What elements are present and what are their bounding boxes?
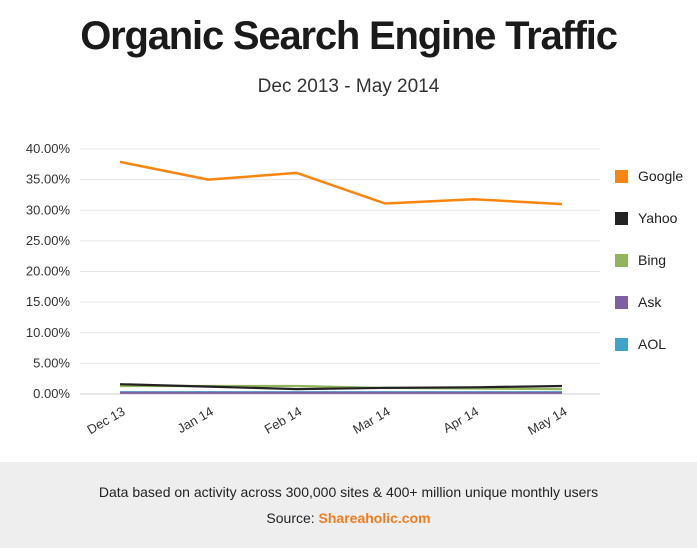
legend-swatch-yahoo <box>615 212 628 225</box>
legend: Google Yahoo Bing Ask AOL <box>615 168 683 352</box>
y-axis: 0.00% 5.00% 10.00% 15.00% 20.00% 25.00% 30.00%… <box>26 141 71 401</box>
series-line-yahoo <box>119 383 563 391</box>
series-line-google <box>119 160 563 206</box>
legend-swatch-ask <box>615 296 628 309</box>
legend-label-ask: Ask <box>638 294 662 310</box>
footer: Data based on activity across 300,000 si… <box>0 462 697 548</box>
y-tick-label: 35.00% <box>26 172 71 187</box>
source-link[interactable]: Shareaholic.com <box>318 510 431 526</box>
x-tick-label: Dec 13 <box>84 404 127 438</box>
legend-swatch-aol <box>615 338 628 351</box>
y-tick-label: 30.00% <box>26 202 71 217</box>
legend-label-aol: AOL <box>638 336 666 352</box>
chart-title: Organic Search Engine Traffic <box>80 14 618 58</box>
legend-swatch-google <box>615 170 628 183</box>
y-tick-label: 10.00% <box>26 325 71 340</box>
line-chart: 0.00% 5.00% 10.00% 15.00% 20.00% 25.00% 30.00%… <box>26 141 683 438</box>
x-tick-label: Mar 14 <box>350 404 393 437</box>
legend-label-bing: Bing <box>638 252 666 268</box>
x-tick-label: Jan 14 <box>175 404 216 437</box>
y-tick-label: 20.00% <box>26 264 71 279</box>
y-tick-label: 0.00% <box>33 386 70 401</box>
x-tick-label: Feb 14 <box>262 404 305 437</box>
y-tick-label: 5.00% <box>33 355 70 370</box>
x-tick-label: Apr 14 <box>440 404 481 436</box>
legend-label-yahoo: Yahoo <box>638 210 678 226</box>
legend-label-google: Google <box>638 168 683 184</box>
y-tick-label: 25.00% <box>26 233 71 248</box>
chart-subtitle: Dec 2013 - May 2014 <box>257 76 440 97</box>
source-prefix: Source: <box>266 510 315 526</box>
series-lines <box>119 160 563 394</box>
y-tick-label: 15.00% <box>26 294 71 309</box>
y-tick-label: 40.00% <box>26 141 71 156</box>
grid-lines <box>80 148 600 395</box>
x-axis: Dec 13 Jan 14 Feb 14 Mar 14 Apr 14 May 14 <box>84 404 569 438</box>
footer-source: Source: Shareaholic.com <box>0 510 697 526</box>
footer-note: Data based on activity across 300,000 si… <box>98 484 599 500</box>
legend-swatch-bing <box>615 254 628 267</box>
x-tick-label: May 14 <box>525 404 569 438</box>
